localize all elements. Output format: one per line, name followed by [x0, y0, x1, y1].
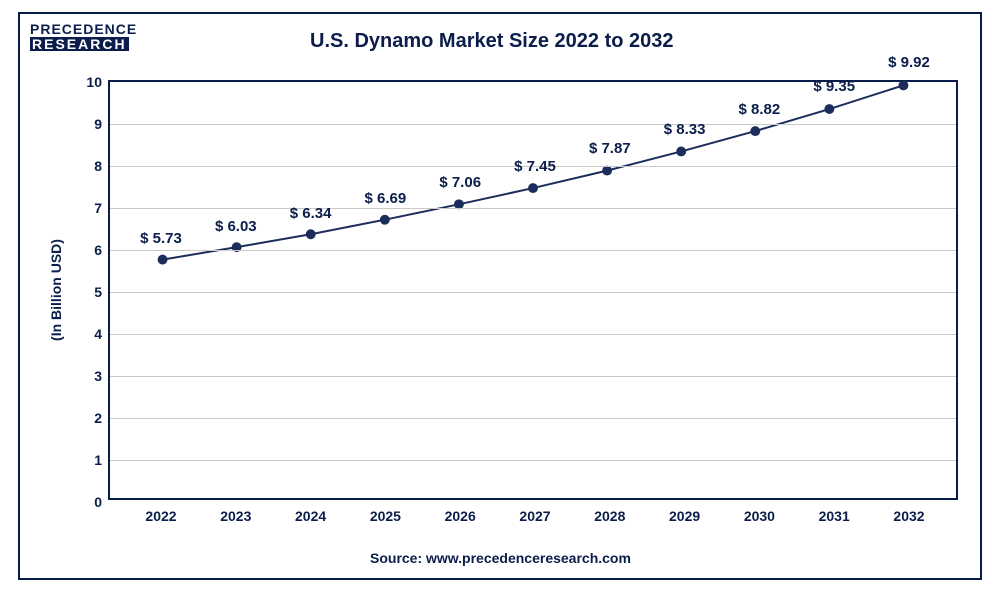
- plot-area: 0123456789102022202320242025202620272028…: [108, 80, 958, 500]
- data-marker: [898, 80, 908, 90]
- data-label: $ 8.82: [739, 101, 781, 118]
- data-label: $ 6.34: [290, 205, 332, 222]
- x-tick-label: 2025: [370, 508, 401, 524]
- data-label: $ 7.87: [589, 140, 631, 157]
- grid-line: [110, 292, 956, 293]
- x-tick-label: 2026: [445, 508, 476, 524]
- x-tick-label: 2023: [220, 508, 251, 524]
- data-label: $ 9.35: [813, 78, 855, 95]
- data-marker: [306, 229, 316, 239]
- data-label: $ 7.06: [439, 174, 481, 191]
- data-marker: [380, 215, 390, 225]
- brand-line2: RESEARCH: [30, 37, 129, 52]
- data-label: $ 6.69: [365, 190, 407, 207]
- y-tick-label: 10: [86, 74, 102, 90]
- y-tick-label: 6: [94, 242, 102, 258]
- data-marker: [528, 183, 538, 193]
- data-label: $ 7.45: [514, 158, 556, 175]
- y-tick-label: 9: [94, 116, 102, 132]
- grid-line: [110, 208, 956, 209]
- data-marker: [676, 147, 686, 157]
- y-tick-label: 0: [94, 494, 102, 510]
- brand-logo: PRECEDENCE RESEARCH: [30, 22, 137, 53]
- grid-line: [110, 250, 956, 251]
- data-label: $ 5.73: [140, 230, 182, 247]
- line-series-svg: [110, 82, 956, 498]
- data-label: $ 9.92: [888, 54, 930, 71]
- x-tick-label: 2029: [669, 508, 700, 524]
- y-tick-label: 8: [94, 158, 102, 174]
- brand-line1: PRECEDENCE: [30, 22, 137, 37]
- x-tick-label: 2027: [519, 508, 550, 524]
- data-marker: [602, 166, 612, 176]
- y-axis-title: (In Billion USD): [48, 239, 64, 341]
- x-tick-label: 2030: [744, 508, 775, 524]
- grid-line: [110, 418, 956, 419]
- x-tick-label: 2024: [295, 508, 326, 524]
- x-tick-label: 2031: [819, 508, 850, 524]
- data-marker: [750, 126, 760, 136]
- y-tick-label: 2: [94, 410, 102, 426]
- grid-line: [110, 460, 956, 461]
- data-marker: [824, 104, 834, 114]
- x-tick-label: 2028: [594, 508, 625, 524]
- y-tick-label: 4: [94, 326, 102, 342]
- data-label: $ 8.33: [664, 121, 706, 138]
- chart-title: U.S. Dynamo Market Size 2022 to 2032: [310, 30, 674, 53]
- x-tick-label: 2032: [893, 508, 924, 524]
- y-tick-label: 7: [94, 200, 102, 216]
- grid-line: [110, 334, 956, 335]
- data-marker: [158, 255, 168, 265]
- x-tick-label: 2022: [145, 508, 176, 524]
- source-caption: Source: www.precedenceresearch.com: [370, 550, 631, 566]
- grid-line: [110, 124, 956, 125]
- y-tick-label: 3: [94, 368, 102, 384]
- data-label: $ 6.03: [215, 218, 257, 235]
- grid-line: [110, 376, 956, 377]
- y-tick-label: 1: [94, 452, 102, 468]
- y-tick-label: 5: [94, 284, 102, 300]
